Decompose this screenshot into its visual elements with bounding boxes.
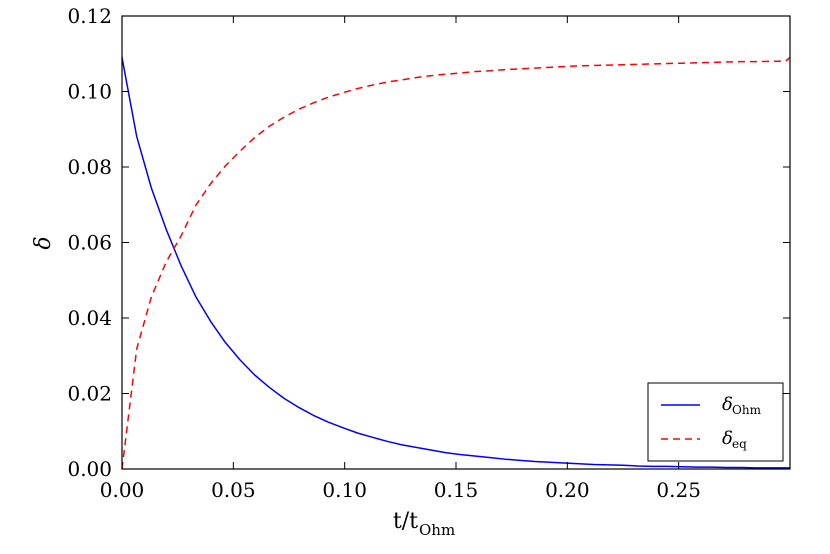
x-axis-label: t/t	[393, 509, 418, 534]
legend-label-ohm-subscript: Ohm	[732, 403, 762, 417]
x-tick-label: 0.05	[211, 478, 256, 502]
y-tick-label: 0.12	[67, 4, 112, 28]
y-tick-label: 0.02	[67, 382, 112, 406]
x-tick-label: 0.00	[100, 478, 145, 502]
series-line-eq	[121, 56, 791, 470]
legend-label-eq: δ	[722, 428, 733, 449]
legend: δ Ohm δ eq	[647, 382, 784, 462]
x-tick-label: 0.25	[656, 478, 701, 502]
series-layer	[121, 56, 791, 470]
legend-label-ohm: δ	[722, 394, 733, 415]
y-tick-label: 0.00	[67, 457, 112, 481]
tick-layer: 0.00 0.05 0.10 0.15 0.20 0.25 0.00 0.02 0.04 0.06…	[67, 4, 790, 502]
y-tick-label: 0.08	[67, 155, 112, 179]
x-tick-label: 0.15	[434, 478, 479, 502]
y-axis-label: δ	[31, 236, 56, 249]
x-tick-label: 0.20	[545, 478, 590, 502]
y-tick-label: 0.10	[67, 80, 112, 104]
y-tick-label: 0.06	[67, 231, 112, 255]
series-line-ohm	[121, 57, 790, 469]
x-axis-label-subscript: Ohm	[419, 521, 455, 539]
x-tick-label: 0.10	[322, 478, 367, 502]
legend-box	[647, 382, 784, 462]
legend-label-eq-subscript: eq	[732, 437, 747, 451]
y-tick-label: 0.04	[67, 306, 112, 330]
